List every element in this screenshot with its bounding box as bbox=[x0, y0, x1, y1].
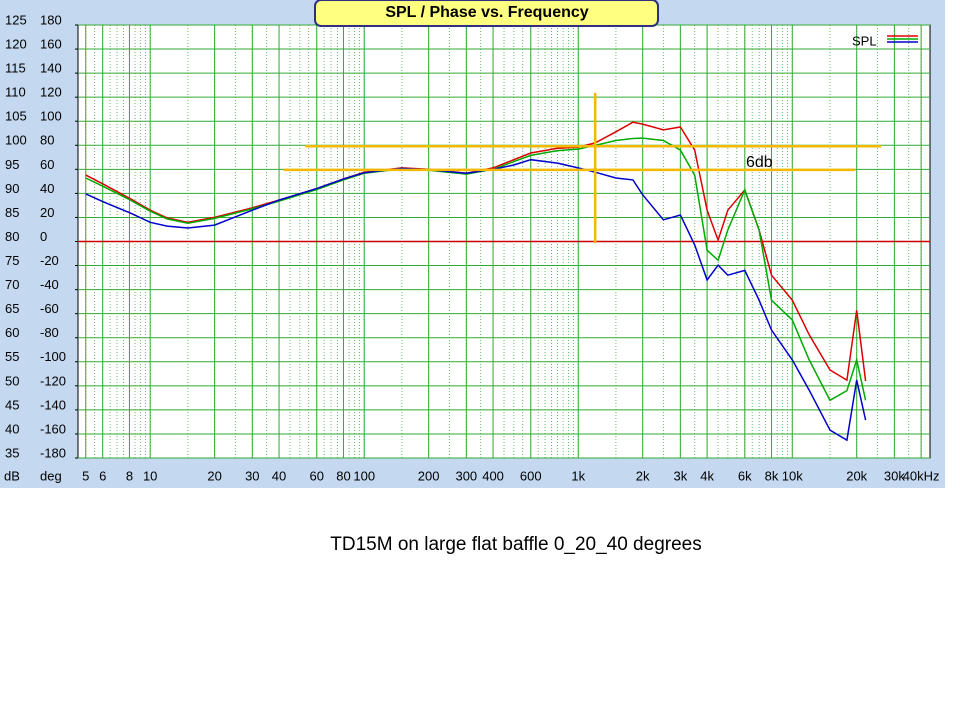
y2-tick-label: 100 bbox=[40, 109, 62, 124]
x-tick-label: 20k bbox=[846, 468, 867, 483]
x-tick-label: 2k bbox=[636, 468, 650, 483]
y-tick-label: 125 bbox=[5, 12, 27, 27]
y-tick-label: 120 bbox=[5, 36, 27, 51]
marks bbox=[78, 92, 930, 442]
x-tick-label: 40 bbox=[272, 468, 286, 483]
x-tick-label: 8 bbox=[126, 468, 133, 483]
y2-tick-label: 20 bbox=[40, 205, 54, 220]
y2-tick-label: 0 bbox=[40, 229, 47, 244]
y-tick-label: 50 bbox=[5, 373, 19, 388]
x-tick-label: 200 bbox=[418, 468, 440, 483]
x-tick-label: 5 bbox=[82, 468, 89, 483]
chart-title: SPL / Phase vs. Frequency bbox=[385, 4, 588, 21]
annotation: 6db bbox=[746, 154, 773, 171]
x-tick-label: 3k bbox=[673, 468, 687, 483]
title-box bbox=[314, 0, 659, 27]
y-tick-label: 80 bbox=[5, 229, 19, 244]
y2-tick-label: -140 bbox=[40, 397, 66, 412]
x-tick-label: 30k bbox=[884, 468, 905, 483]
x-tick-label: 300 bbox=[455, 468, 477, 483]
y2-tick-label: -20 bbox=[40, 253, 59, 268]
x-tick-label: 400 bbox=[482, 468, 504, 483]
y-tick-label: 95 bbox=[5, 157, 19, 172]
y-tick-label: 60 bbox=[5, 325, 19, 340]
x-tick-label: 10k bbox=[782, 468, 803, 483]
y2-tick-label: 40 bbox=[40, 181, 54, 196]
x-tick-label: 10 bbox=[143, 468, 157, 483]
y-tick-label: 110 bbox=[5, 85, 26, 100]
y2-tick-label: 60 bbox=[40, 157, 54, 172]
y2-tick-label: -180 bbox=[40, 445, 66, 460]
y2-tick-label: 80 bbox=[40, 133, 54, 148]
x-tick-label: 8k bbox=[765, 468, 779, 483]
x-tick-label: 6 bbox=[99, 468, 106, 483]
caption: TD15M on large flat baffle 0_20_40 degre… bbox=[330, 534, 701, 555]
y-tick-label: 85 bbox=[5, 205, 19, 220]
y-tick-label: 40 bbox=[5, 421, 19, 436]
x-tick-label: 20 bbox=[207, 468, 221, 483]
y2-tick-label: -80 bbox=[40, 325, 59, 340]
y2-tick-label: -60 bbox=[40, 301, 59, 316]
x-tick-label: 4k bbox=[700, 468, 714, 483]
y-tick-label: 75 bbox=[5, 253, 19, 268]
y2-tick-label: 120 bbox=[40, 85, 62, 100]
y2-tick-label: -40 bbox=[40, 277, 59, 292]
x-tick-label: 40kHz bbox=[903, 468, 940, 483]
y2-tick-label: 160 bbox=[40, 36, 62, 51]
x-tick-label: 100 bbox=[353, 468, 375, 483]
x-tick-label: 1k bbox=[571, 468, 585, 483]
y-tick-label: 55 bbox=[5, 349, 19, 364]
legend-label: SPL bbox=[852, 33, 877, 48]
x-tick-label: 30 bbox=[245, 468, 259, 483]
y-tick-label: 100 bbox=[5, 133, 27, 148]
y-tick-label: 35 bbox=[5, 445, 19, 460]
y2-axis-label: deg bbox=[40, 468, 62, 483]
y-tick-label: 90 bbox=[5, 181, 19, 196]
y-axis-label: dB bbox=[4, 468, 20, 483]
x-tick-label: 80 bbox=[336, 468, 350, 483]
y-tick-label: 70 bbox=[5, 277, 19, 292]
x-tick-label: 6k bbox=[738, 468, 752, 483]
x-tick-label: 60 bbox=[309, 468, 323, 483]
series-line bbox=[85, 158, 867, 442]
y-tick-label: 65 bbox=[5, 301, 19, 316]
y2-tick-label: -160 bbox=[40, 421, 66, 436]
x-tick-label: 600 bbox=[520, 468, 542, 483]
y2-tick-label: 180 bbox=[40, 12, 62, 27]
y2-tick-label: 140 bbox=[40, 61, 62, 76]
y-tick-label: 105 bbox=[5, 109, 27, 124]
y-tick-label: 45 bbox=[5, 397, 19, 412]
series-line bbox=[85, 137, 867, 402]
y2-tick-label: -100 bbox=[40, 349, 66, 364]
y-tick-label: 115 bbox=[5, 61, 26, 76]
y2-tick-label: -120 bbox=[40, 373, 66, 388]
